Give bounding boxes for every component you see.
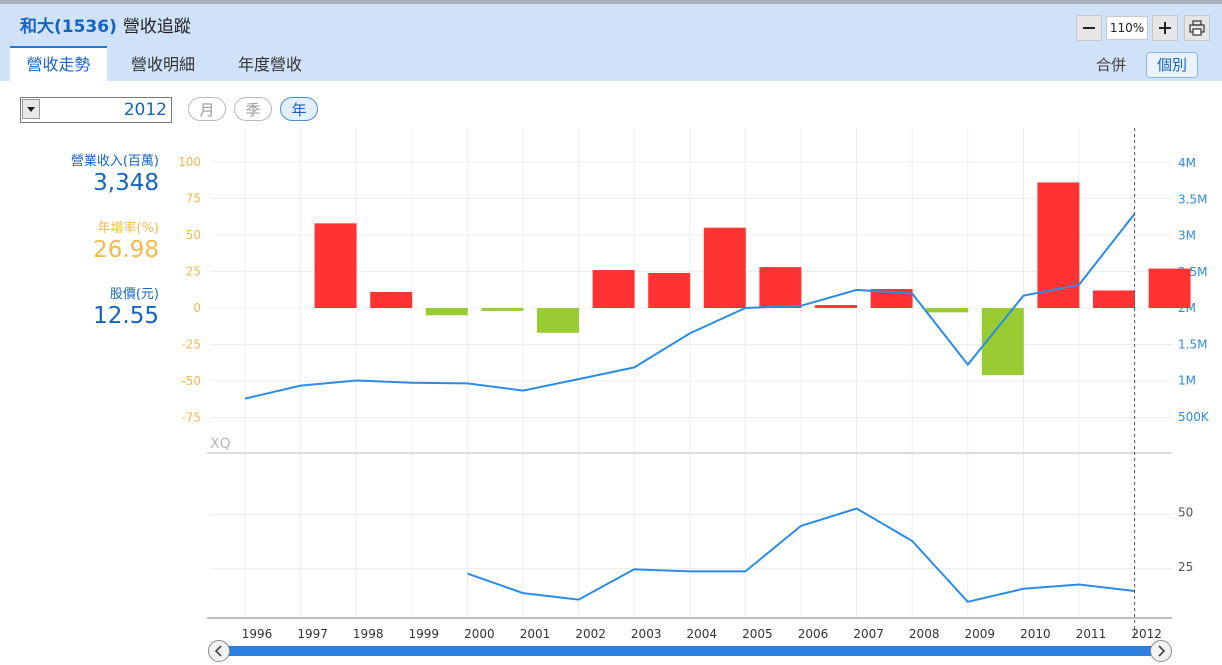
xq-watermark: XQ [210,436,231,452]
year-select[interactable]: 2012 [20,97,172,123]
single-toggle[interactable]: 個別 [1146,52,1199,78]
period-month-button[interactable]: 月 [188,97,226,121]
right-axis-tick: 500K [1178,410,1210,424]
zoom-level[interactable]: 110% [1106,16,1148,40]
growth-bar [537,308,579,333]
tab-revenue-trend[interactable]: 營收走勢 [10,46,107,81]
revenue-value: 3,348 [93,170,159,196]
bottom-axis-tick: 50 [1178,506,1193,520]
growth-bar [1148,268,1191,308]
growth-label: 年增率(%) [97,221,160,236]
zoom-in-button[interactable] [1152,15,1178,41]
growth-value: 26.98 [93,237,159,263]
chevron-left-icon [214,645,222,657]
merge-toggle[interactable]: 合併 [1096,56,1127,74]
growth-bar [1093,290,1135,308]
left-axis-tick: 75 [186,192,201,206]
timeline-scrollbar[interactable] [210,646,1160,656]
right-axis-tick: 4M [1178,156,1196,170]
price-label: 股價(元) [109,287,159,302]
left-axis-tick: 100 [178,155,201,169]
left-axis-tick: 0 [193,301,201,315]
zoom-control: 110% [1076,14,1210,42]
dropdown-arrow-icon[interactable] [22,99,40,119]
page-name: 營收追蹤 [122,17,191,37]
price-value: 12.55 [93,303,159,329]
x-axis-tick: 2004 [687,627,718,641]
tab-annual-revenue[interactable]: 年度營收 [237,55,302,74]
x-axis-tick: 1997 [297,627,328,641]
window-top-border [0,0,1222,4]
right-axis-tick: 3.5M [1178,192,1207,206]
growth-bar [370,291,413,308]
x-axis-tick: 2009 [965,627,996,641]
minus-icon [1083,27,1095,29]
left-axis-tick: -75 [181,411,201,425]
left-axis-tick: 25 [186,265,201,279]
growth-bar [926,308,969,313]
bottom-axis-tick: 25 [1178,560,1193,574]
growth-bar [759,267,802,308]
left-axis-tick: -25 [181,338,201,352]
left-axis-tick: -50 [181,374,201,388]
x-axis-tick: 2008 [909,627,940,641]
chevron-right-icon [1158,645,1166,657]
x-axis-tick: 2001 [520,627,551,641]
growth-bar [592,270,635,308]
year-value: 2012 [123,100,167,120]
x-axis-tick: 2005 [742,627,773,641]
x-axis-tick: 2003 [631,627,662,641]
x-axis-tick: 2000 [464,627,495,641]
printer-icon [1189,20,1205,36]
growth-bar [648,272,691,308]
header-bar: 和大(1536) 營收追蹤 營收走勢 營收明細 年度營收 110% 合併 個別 [0,4,1222,81]
print-button[interactable] [1184,15,1210,41]
price-line [467,507,1135,603]
right-axis-tick: 3M [1178,229,1196,243]
growth-bar [425,308,468,316]
x-axis-tick: 1998 [353,627,384,641]
scroll-left-button[interactable] [208,640,230,662]
x-axis-tick: 2012 [1131,627,1162,641]
x-axis-tick: 1999 [409,627,440,641]
tab-revenue-detail[interactable]: 營收明細 [130,55,195,74]
growth-bar [815,305,857,308]
left-axis-tick: 50 [186,228,201,242]
revenue-label: 營業收入(百萬) [70,154,159,169]
x-axis-tick: 2002 [575,627,606,641]
right-axis-tick: 1.5M [1178,337,1207,351]
growth-bar [981,308,1024,376]
right-axis-tick: 1M [1178,374,1196,388]
growth-bar [703,227,746,308]
zoom-out-button[interactable] [1076,15,1102,41]
x-axis-tick: 2006 [798,627,829,641]
growth-bar [481,308,524,311]
x-axis-tick: 2010 [1020,627,1051,641]
revenue-line [244,213,1136,400]
plus-icon [1159,22,1171,34]
x-axis-tick: 2007 [853,627,884,641]
growth-bar [314,223,357,308]
scroll-right-button[interactable] [1150,640,1172,662]
period-year-button[interactable]: 年 [280,97,318,121]
x-axis-tick: 1996 [242,627,273,641]
x-axis-tick: 2011 [1076,627,1107,641]
page-title: 和大(1536) 營收追蹤 [20,12,191,37]
stock-code: 和大(1536) [20,17,117,37]
period-quarter-button[interactable]: 季 [234,97,272,121]
